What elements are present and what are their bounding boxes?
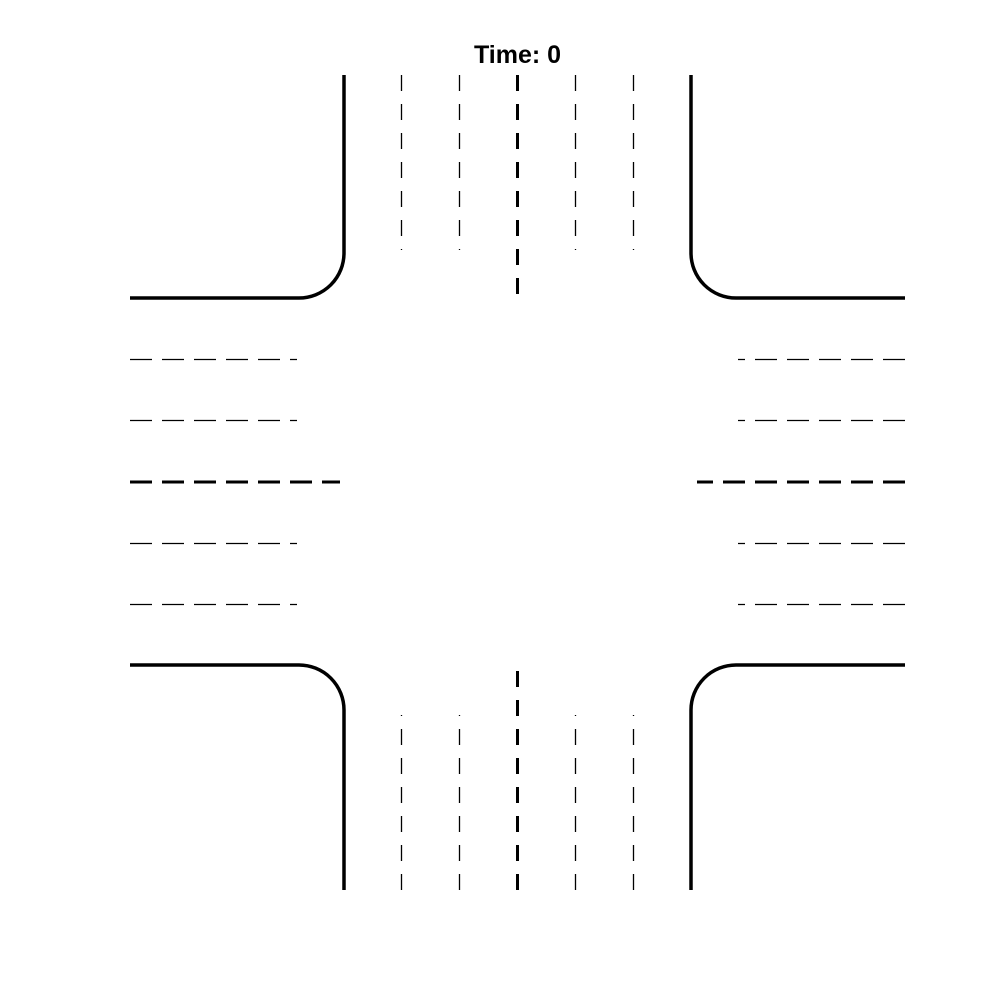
time-readout: Time: 0 [0,40,1000,70]
curb-bottom-right [689,663,905,890]
time-prefix: Time: [473,41,541,69]
east-lane-markings [697,358,905,606]
south-lane-markings [400,665,635,890]
time-value: 0 [547,41,562,69]
road-edges [130,75,905,890]
curb-top-right [689,75,905,300]
curb-top-left [130,75,346,300]
north-lane-markings [400,75,635,300]
curb-bottom-left [130,663,346,890]
west-lane-markings [130,358,340,606]
